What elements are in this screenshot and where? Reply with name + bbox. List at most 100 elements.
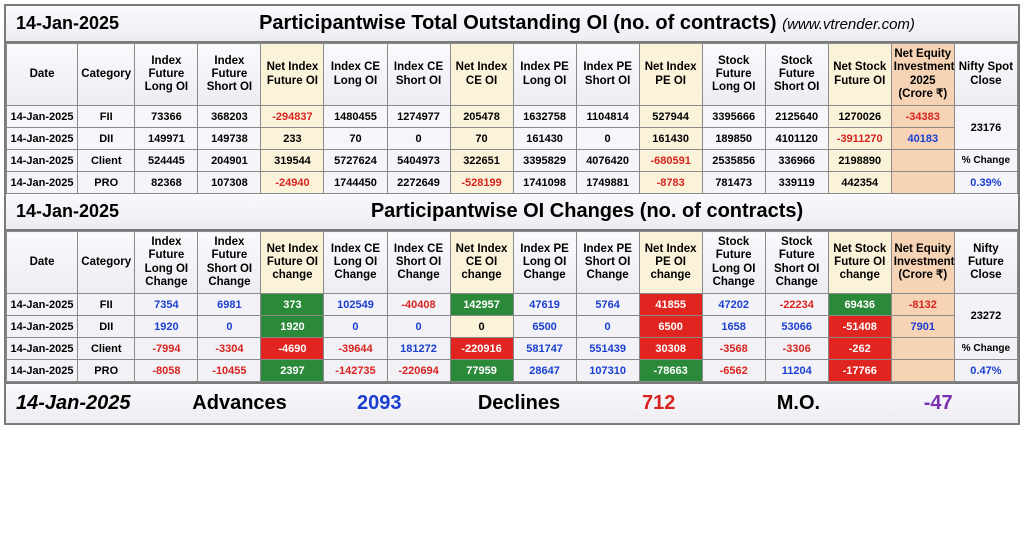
cell: 14-Jan-2025 — [7, 172, 78, 194]
cell: 14-Jan-2025 — [7, 338, 78, 360]
cell: 0 — [450, 316, 513, 338]
cell: 53066 — [765, 316, 828, 338]
cell: 4076420 — [576, 150, 639, 172]
cell: 0 — [576, 316, 639, 338]
col-header: Net Index Future OI change — [261, 232, 324, 294]
cell: 14-Jan-2025 — [7, 150, 78, 172]
cell: DII — [78, 128, 135, 150]
cell: -262 — [828, 338, 891, 360]
cell: PRO — [78, 172, 135, 194]
cell: -3304 — [198, 338, 261, 360]
table-row: 14-Jan-2025Client-7994-3304-4690-3964418… — [7, 338, 1018, 360]
cell: -8132 — [891, 294, 954, 316]
cell: 30308 — [639, 338, 702, 360]
cell: 0 — [576, 128, 639, 150]
col-header: Index Future Long OI — [135, 44, 198, 106]
cell: 2535856 — [702, 150, 765, 172]
cell: % Change — [954, 338, 1017, 360]
cell: PRO — [78, 360, 135, 382]
col-header: Net Index PE OI — [639, 44, 702, 106]
cell — [891, 360, 954, 382]
col-header: Net Stock Future OI — [828, 44, 891, 106]
cell: 77959 — [450, 360, 513, 382]
cell: 322651 — [450, 150, 513, 172]
cell: -78663 — [639, 360, 702, 382]
col-header: Net Index Future OI — [261, 44, 324, 106]
cell: 5764 — [576, 294, 639, 316]
cell: 781473 — [702, 172, 765, 194]
col-header: Net Index CE OI change — [450, 232, 513, 294]
table-row: 14-Jan-2025PRO82368107308-24940174445022… — [7, 172, 1018, 194]
cell: 2397 — [261, 360, 324, 382]
cell: -220916 — [450, 338, 513, 360]
cell: 442354 — [828, 172, 891, 194]
cell: 107310 — [576, 360, 639, 382]
cell: 102549 — [324, 294, 387, 316]
cell: 142957 — [450, 294, 513, 316]
cell: 0 — [324, 316, 387, 338]
cell: 204901 — [198, 150, 261, 172]
cell: 0 — [387, 316, 450, 338]
cell: DII — [78, 316, 135, 338]
cell: 1741098 — [513, 172, 576, 194]
col-header: Index CE Long OI Change — [324, 232, 387, 294]
cell: 0 — [198, 316, 261, 338]
cell: -680591 — [639, 150, 702, 172]
cell: -10455 — [198, 360, 261, 382]
col-header: Stock Future Short OI Change — [765, 232, 828, 294]
cell: -22234 — [765, 294, 828, 316]
cell: 2272649 — [387, 172, 450, 194]
cell: -51408 — [828, 316, 891, 338]
col-header: Date — [7, 232, 78, 294]
cell: 3395666 — [702, 106, 765, 128]
cell: % Change — [954, 150, 1017, 172]
cell: 23272 — [954, 294, 1017, 338]
cell: 5404973 — [387, 150, 450, 172]
col-header: Net Equity Investment 2025 (Crore ₹) — [891, 44, 954, 106]
cell: 69436 — [828, 294, 891, 316]
col-header: Net Index CE OI — [450, 44, 513, 106]
cell: 6981 — [198, 294, 261, 316]
cell: -4690 — [261, 338, 324, 360]
table-row: 14-Jan-2025DII14997114973823370070161430… — [7, 128, 1018, 150]
col-header: Index Future Short OI Change — [198, 232, 261, 294]
cell: 1920 — [261, 316, 324, 338]
table-row: 14-Jan-2025FII73366368203-29483714804551… — [7, 106, 1018, 128]
cell: 205478 — [450, 106, 513, 128]
col-header: Index CE Short OI — [387, 44, 450, 106]
cell: -220694 — [387, 360, 450, 382]
cell: 28647 — [513, 360, 576, 382]
cell: 5727624 — [324, 150, 387, 172]
footer-row: 14-Jan-2025 Advances 2093 Declines 712 M… — [6, 382, 1018, 423]
cell: 70 — [450, 128, 513, 150]
title-row-2: 14-Jan-2025 Participantwise OI Changes (… — [6, 194, 1018, 231]
cell: 1920 — [135, 316, 198, 338]
cell: 0.39% — [954, 172, 1017, 194]
cell: -24940 — [261, 172, 324, 194]
cell: 11204 — [765, 360, 828, 382]
col-header: Nifty Spot Close — [954, 44, 1017, 106]
header1-date: 14-Jan-2025 — [16, 13, 166, 34]
cell: 7354 — [135, 294, 198, 316]
cell: -3306 — [765, 338, 828, 360]
cell: 189850 — [702, 128, 765, 150]
table-row: 14-Jan-2025FII73546981373102549-40408142… — [7, 294, 1018, 316]
cell: -142735 — [324, 360, 387, 382]
cell: 0.47% — [954, 360, 1017, 382]
col-header: Net Equity Investment (Crore ₹) — [891, 232, 954, 294]
col-header: Index CE Short OI Change — [387, 232, 450, 294]
cell: 1632758 — [513, 106, 576, 128]
cell: 161430 — [639, 128, 702, 150]
cell: 1270026 — [828, 106, 891, 128]
header2-date: 14-Jan-2025 — [16, 201, 166, 222]
cell: 1480455 — [324, 106, 387, 128]
header1-title: Participantwise Total Outstanding OI (no… — [166, 12, 1008, 35]
cell: 527944 — [639, 106, 702, 128]
cell: 23176 — [954, 106, 1017, 150]
cell: 4101120 — [765, 128, 828, 150]
cell: 47202 — [702, 294, 765, 316]
cell: 551439 — [576, 338, 639, 360]
col-header: Stock Future Long OI Change — [702, 232, 765, 294]
cell: 2198890 — [828, 150, 891, 172]
declines-value: 712 — [589, 392, 729, 415]
